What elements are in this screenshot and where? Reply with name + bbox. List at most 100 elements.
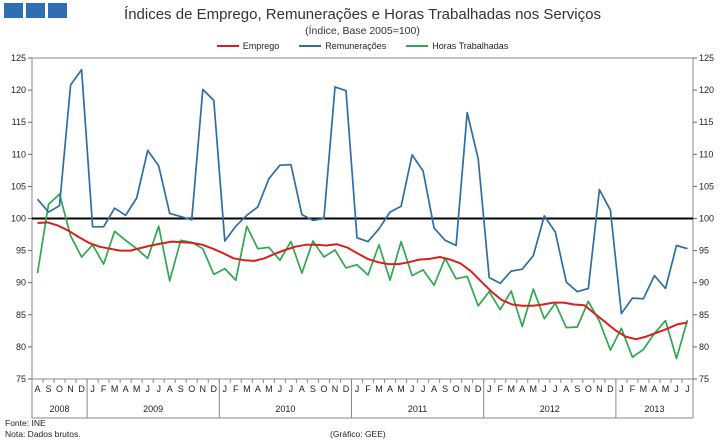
y-tick-label-right: 105 xyxy=(699,181,714,191)
x-tick-label-month: S xyxy=(178,384,184,394)
chart-footer: Fonte: INE Nota: Dados brutos. xyxy=(5,418,81,440)
y-tick-label-left: 115 xyxy=(12,117,26,127)
series-line-emprego xyxy=(37,221,688,341)
x-tick-label-year: 2012 xyxy=(540,404,560,414)
y-tick-label-right: 115 xyxy=(699,117,713,127)
chart-subtitle: (Índice, Base 2005=100) xyxy=(305,25,420,37)
x-tick-label-month: A xyxy=(651,384,657,394)
x-tick-label-month: F xyxy=(233,384,239,394)
x-tick-label-month: O xyxy=(188,384,195,394)
x-tick-label-month: N xyxy=(596,384,603,394)
legend-swatch-horas xyxy=(406,45,429,47)
x-tick-label-month: N xyxy=(67,384,74,394)
x-tick-label-month: O xyxy=(56,384,63,394)
x-tick-label-month: A xyxy=(255,384,261,394)
x-tick-label-month: J xyxy=(145,384,150,394)
y-tick-label-right: 80 xyxy=(699,342,709,352)
x-tick-label-month: J xyxy=(542,384,547,394)
legend-item-emprego: Emprego xyxy=(216,41,280,51)
x-tick-label-month: J xyxy=(553,384,558,394)
x-tick-label-month: S xyxy=(442,384,448,394)
x-tick-label-month: J xyxy=(685,384,690,394)
x-tick-label-month: D xyxy=(78,384,85,394)
x-tick-label-month: M xyxy=(662,384,670,394)
x-tick-label-month: D xyxy=(607,384,614,394)
y-tick-label-right: 75 xyxy=(699,374,709,384)
y-tick-label-right: 85 xyxy=(699,310,709,320)
x-tick-label-month: A xyxy=(35,384,41,394)
legend-item-remuneracoes: Remunerações xyxy=(299,41,386,51)
x-tick-label-month: M xyxy=(507,384,515,394)
x-tick-label-month: D xyxy=(475,384,482,394)
y-tick-label-left: 120 xyxy=(11,85,26,95)
x-tick-label-month: J xyxy=(90,384,95,394)
x-tick-label-month: A xyxy=(563,384,569,394)
legend-label-emprego: Emprego xyxy=(242,41,280,51)
x-tick-label-month: M xyxy=(397,384,405,394)
y-tick-label-right: 90 xyxy=(699,278,709,288)
legend-item-horas: Horas Trabalhadas xyxy=(406,41,508,51)
x-tick-label-year: 2009 xyxy=(143,404,163,414)
x-tick-label-month: A xyxy=(123,384,129,394)
x-tick-label-month: O xyxy=(453,384,460,394)
x-tick-label-month: J xyxy=(421,384,426,394)
chart-title: Índices de Emprego, Remunerações e Horas… xyxy=(124,6,601,23)
x-tick-label-year: 2008 xyxy=(50,404,70,414)
y-tick-label-left: 105 xyxy=(11,181,26,191)
y-tick-label-left: 125 xyxy=(11,53,26,63)
x-tick-label-month: J xyxy=(674,384,679,394)
y-tick-label-left: 100 xyxy=(11,214,26,224)
x-tick-label-month: N xyxy=(464,384,471,394)
legend-swatch-remuneracoes xyxy=(299,45,322,47)
y-tick-label-left: 75 xyxy=(16,374,26,384)
x-tick-label-month: M xyxy=(530,384,538,394)
y-tick-label-right: 95 xyxy=(699,246,709,256)
x-tick-label-month: J xyxy=(487,384,492,394)
x-tick-label-month: D xyxy=(343,384,350,394)
data-note: Nota: Dados brutos. xyxy=(5,429,81,439)
x-tick-label-month: M xyxy=(111,384,119,394)
x-tick-label-month: S xyxy=(310,384,316,394)
logo-block xyxy=(4,3,23,18)
x-tick-label-month: J xyxy=(410,384,415,394)
legend-label-remuneracoes: Remunerações xyxy=(325,41,387,51)
x-tick-label-month: A xyxy=(431,384,437,394)
x-tick-label-month: M xyxy=(265,384,273,394)
chart-credit: (Gráfico: GEE) xyxy=(330,429,386,439)
x-tick-label-month: O xyxy=(585,384,592,394)
x-tick-label-month: J xyxy=(156,384,161,394)
x-tick-label-month: J xyxy=(355,384,360,394)
x-tick-label-month: F xyxy=(630,384,636,394)
series-line-remuneracoes xyxy=(36,68,688,315)
logo-block xyxy=(26,3,45,18)
x-tick-label-month: N xyxy=(200,384,207,394)
x-tick-label-month: J xyxy=(223,384,228,394)
x-tick-label-month: A xyxy=(519,384,525,394)
x-tick-label-month: O xyxy=(320,384,327,394)
x-tick-label-month: F xyxy=(101,384,107,394)
x-tick-label-year: 2011 xyxy=(408,404,427,414)
y-tick-label-left: 80 xyxy=(16,342,26,352)
x-tick-label-month: J xyxy=(278,384,283,394)
x-tick-label-month: M xyxy=(243,384,251,394)
y-tick-label-left: 110 xyxy=(12,149,26,159)
x-tick-label-month: F xyxy=(365,384,371,394)
x-tick-label-month: A xyxy=(299,384,305,394)
x-tick-label-year: 2013 xyxy=(644,404,664,414)
x-tick-label-month: A xyxy=(167,384,173,394)
x-tick-label-month: M xyxy=(133,384,141,394)
x-tick-label-month: A xyxy=(387,384,393,394)
logo-block xyxy=(48,3,67,18)
chart-legend: Emprego Remunerações Horas Trabalhadas xyxy=(0,41,725,51)
x-tick-label-month: J xyxy=(289,384,294,394)
y-tick-label-right: 120 xyxy=(699,85,714,95)
x-tick-label-month: D xyxy=(211,384,218,394)
x-tick-label-month: S xyxy=(46,384,52,394)
legend-label-horas: Horas Trabalhadas xyxy=(432,41,509,51)
source-note: Fonte: INE xyxy=(5,418,46,428)
y-tick-label-left: 95 xyxy=(16,246,26,256)
x-tick-label-month: M xyxy=(640,384,648,394)
series-line-horas-trabalhadas xyxy=(36,193,689,360)
x-tick-label-month: F xyxy=(497,384,503,394)
